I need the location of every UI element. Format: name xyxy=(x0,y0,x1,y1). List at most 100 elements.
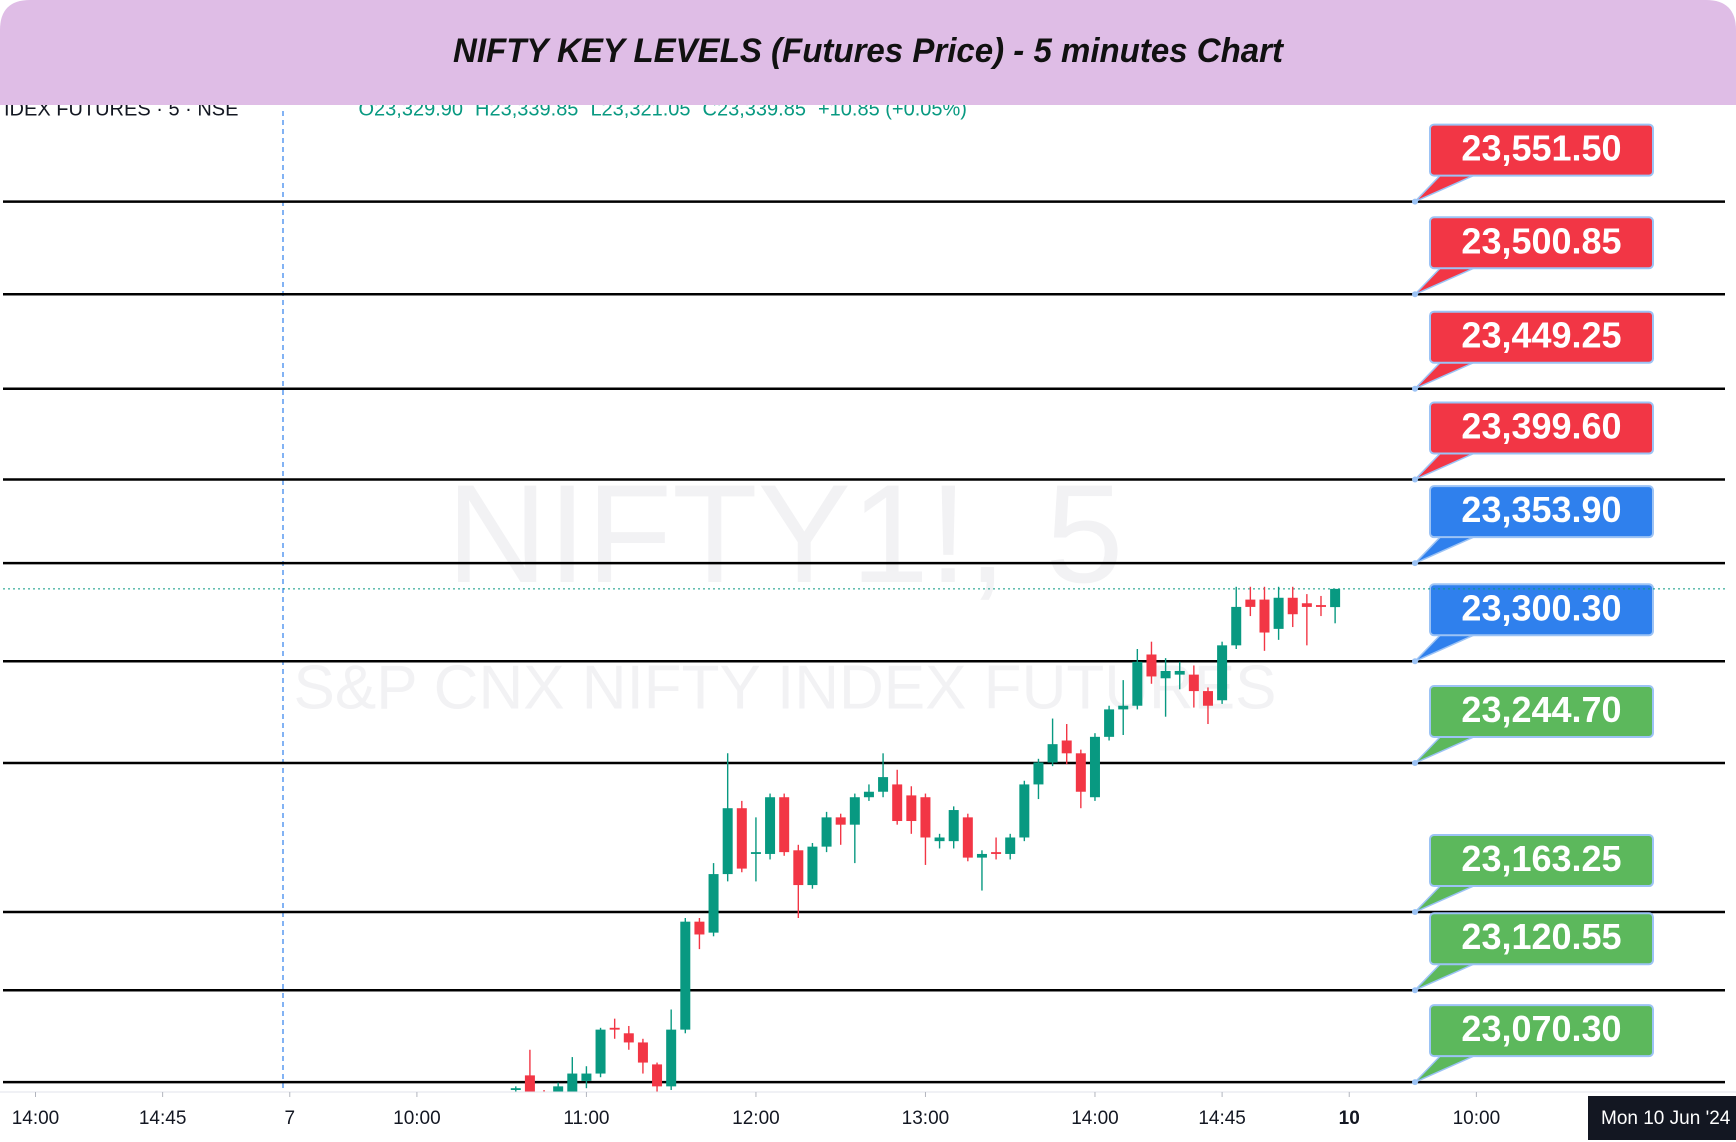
level-label: 23,500.85 xyxy=(1461,220,1621,261)
candle-body xyxy=(1146,654,1157,677)
watermark-description: S&P CNX NIFTY INDEX FUTURES xyxy=(294,653,1277,722)
candle-body xyxy=(779,797,790,853)
candle-body xyxy=(1089,736,1100,798)
candle-body xyxy=(1231,606,1242,646)
level-label: 23,353.90 xyxy=(1461,489,1621,530)
label-anchor xyxy=(1412,760,1418,767)
candle-body xyxy=(1259,599,1270,633)
level-label-box xyxy=(1429,310,1654,364)
candle-body xyxy=(595,1029,606,1074)
candle-body xyxy=(1330,588,1341,608)
level-label-box xyxy=(1429,1004,1654,1058)
label-anchor xyxy=(1412,476,1418,483)
x-tick-label: 7 xyxy=(284,1108,295,1129)
x-tick-label: 14:45 xyxy=(139,1108,187,1129)
candle-body xyxy=(991,852,1002,854)
candle-body xyxy=(1188,674,1199,692)
candle-body xyxy=(524,1075,535,1098)
candle-body xyxy=(962,817,973,858)
label-anchor xyxy=(1412,385,1418,392)
candle-body xyxy=(906,795,917,822)
header xyxy=(0,0,1736,105)
x-tick-label: 12:00 xyxy=(732,1108,780,1129)
candle-body xyxy=(708,874,719,933)
candle-body xyxy=(736,808,747,869)
candle-body xyxy=(934,837,945,842)
candle-body xyxy=(849,797,860,825)
candle-body xyxy=(1273,597,1284,629)
candle-body xyxy=(976,853,987,858)
x-tick-label: 13:00 xyxy=(902,1108,950,1129)
level-label-box xyxy=(1429,216,1654,270)
date-badge: Mon 10 Jun '24 xyxy=(1601,1108,1731,1129)
x-tick-label: 10 xyxy=(1339,1108,1360,1129)
x-tick-label: 14:45 xyxy=(1198,1108,1246,1129)
level-label: 23,551.50 xyxy=(1461,128,1621,169)
level-label-box xyxy=(1429,485,1654,539)
label-anchor xyxy=(1412,291,1418,298)
level-label-box xyxy=(1429,123,1654,177)
label-anchor xyxy=(1412,198,1418,205)
candle-body xyxy=(892,784,903,822)
candle-body xyxy=(553,1086,564,1096)
candle-body xyxy=(1033,762,1044,785)
candle-body xyxy=(1217,645,1228,701)
candle-body xyxy=(1005,837,1016,854)
candle-body xyxy=(948,810,959,842)
x-tick-label: 10:00 xyxy=(393,1108,441,1129)
label-anchor xyxy=(1412,1079,1418,1086)
level-label: 23,120.55 xyxy=(1461,916,1621,957)
candle-body xyxy=(807,846,818,886)
level-label-box xyxy=(1429,401,1654,455)
candle-body xyxy=(1315,605,1326,607)
candle-body xyxy=(1019,784,1030,838)
candle-body xyxy=(510,1088,521,1091)
level-label: 23,300.30 xyxy=(1461,587,1621,628)
candle-body xyxy=(1174,670,1185,675)
candle-body xyxy=(920,797,931,838)
candle-body xyxy=(652,1064,663,1087)
label-anchor xyxy=(1412,987,1418,994)
level-label-box xyxy=(1429,834,1654,888)
label-anchor xyxy=(1412,909,1418,916)
candle-body xyxy=(1132,661,1143,706)
candle-body xyxy=(750,852,761,854)
level-label: 23,449.25 xyxy=(1461,315,1621,356)
label-anchor xyxy=(1412,560,1418,567)
level-label: 23,163.25 xyxy=(1461,838,1621,879)
candle-body xyxy=(637,1042,648,1063)
x-tick-label: 10:00 xyxy=(1453,1108,1501,1129)
x-tick-label: 14:00 xyxy=(12,1108,60,1129)
candle-body xyxy=(581,1073,592,1081)
x-axis-area xyxy=(0,1092,1736,1142)
x-tick-label: 11:00 xyxy=(563,1108,609,1129)
candle-body xyxy=(1160,670,1171,679)
watermark-symbol: NIFTY1!, 5 xyxy=(447,455,1124,612)
candle-body xyxy=(623,1033,634,1043)
level-label-box xyxy=(1429,685,1654,739)
level-label: 23,070.30 xyxy=(1461,1008,1621,1049)
candle-body xyxy=(863,791,874,798)
date-badge-box xyxy=(1588,1096,1736,1140)
candle-body xyxy=(835,817,846,825)
candle-body xyxy=(793,850,804,886)
level-label: 23,244.70 xyxy=(1461,689,1621,730)
x-tick-label: 14:00 xyxy=(1071,1108,1119,1129)
candle-body xyxy=(1301,603,1312,607)
candle-body xyxy=(878,777,889,792)
candle-body xyxy=(722,808,733,875)
candle-body xyxy=(609,1027,620,1030)
level-label-box xyxy=(1429,583,1654,637)
level-label: 23,399.60 xyxy=(1461,406,1621,447)
label-anchor xyxy=(1412,658,1418,665)
candle-body xyxy=(694,921,705,935)
candle-body xyxy=(1202,691,1213,706)
candle-body xyxy=(1047,744,1058,763)
candle-body xyxy=(1245,599,1256,607)
candle-body xyxy=(1118,705,1129,710)
candle-body xyxy=(1104,709,1115,737)
candle-body xyxy=(1287,597,1298,615)
candle-body xyxy=(680,921,691,1030)
candle-body xyxy=(1075,753,1086,792)
